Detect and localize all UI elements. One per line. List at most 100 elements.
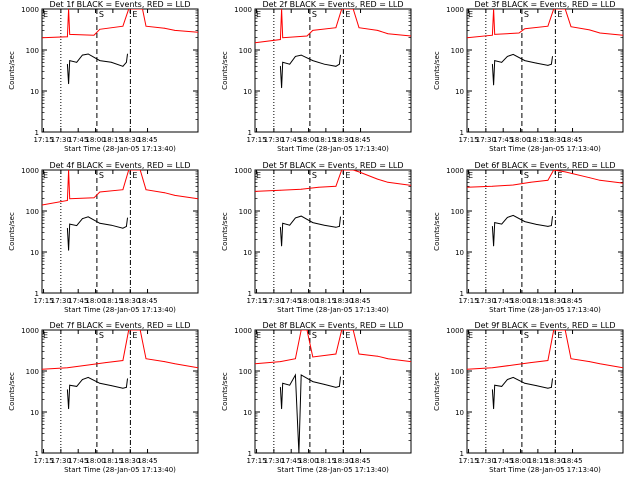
y-axis-label: Counts/sec [221,372,229,411]
events-point [512,215,514,216]
events-point [552,215,553,217]
y-tick-label: 10 [30,249,39,257]
lld-point [524,28,526,30]
events-point [122,387,124,389]
y-tick-label: 1 [460,129,464,137]
series-events-line [491,376,553,409]
events-point [82,54,83,56]
series-lld-line [42,9,198,39]
lld-point [164,27,165,29]
events-point [501,223,503,225]
lld-point [492,367,493,369]
events-point [280,386,281,388]
lld-point [99,28,101,30]
events-point [110,385,112,387]
y-tick-label: 1 [460,290,464,298]
lld-point [518,32,520,34]
events-point [99,222,101,224]
lld-point [570,26,572,28]
x-tick-label: 18:45 [137,136,157,144]
y-tick-label: 1000 [21,6,39,14]
marker-label: E [132,171,137,180]
x-tick-label: 18:30 [120,297,140,305]
series-lld-line [42,170,198,206]
series-lld-line [467,170,623,188]
marker-label: E [132,10,137,19]
lld-point [358,27,360,29]
series-group [42,330,198,410]
lld-point [387,33,389,35]
lld-point [164,192,165,194]
events-point [125,61,127,63]
x-tick-label: 18:45 [562,457,582,465]
x-tick-label: 18:45 [350,297,370,305]
x-tick-label: 18:30 [545,457,565,465]
lld-point [622,182,623,184]
x-tick-label: 17:15 [33,136,53,144]
series-events-line [66,376,128,409]
panel-8: Det 8f BLACK = Events, RED = LLD 1 10 100 10… [221,321,412,474]
marker-label: S [524,10,529,19]
lld-point [145,25,147,27]
y-tick-label: 100 [26,208,39,216]
events-point [298,452,300,453]
lld-point [589,29,590,31]
lld-point [318,186,319,188]
marker-label: E [256,10,261,19]
lld-point [139,330,141,331]
lld-point [467,368,468,370]
events-point [547,65,549,66]
panel-title: Det 4f BLACK = Events, RED = LLD [49,161,190,170]
y-tick-label: 100 [239,47,252,55]
lld-point [67,200,68,201]
events-point [282,61,284,63]
events-point [507,55,508,57]
x-tick-label: 18:00 [298,297,318,305]
y-tick-label: 1 [35,129,39,137]
panel-title: Det 5f BLACK = Events, RED = LLD [262,161,403,170]
lld-point [335,185,337,187]
series-events-line [491,214,553,247]
x-axis-label: Start Time (28-Jan-05 17:13:40) [489,466,601,474]
events-point [127,217,128,219]
y-tick-label: 1 [460,450,464,458]
events-point [340,376,341,378]
marker-label: E [132,331,137,340]
lld-point [547,360,549,361]
events-point [524,382,526,384]
lld-point [377,355,378,357]
y-tick-label: 1000 [234,6,252,14]
x-tick-label: 18:45 [350,136,370,144]
x-tick-label: 18:30 [120,136,140,144]
lld-point [622,34,623,36]
series-group [255,9,411,89]
x-tick-label: 17:15 [458,297,478,305]
lld-point [492,34,493,36]
events-point [68,408,69,410]
lld-point [352,9,354,10]
events-point [99,60,101,62]
lld-point [282,37,284,39]
events-point [82,379,83,380]
lld-point [300,330,302,331]
events-point [122,65,124,67]
lld-point [99,191,101,193]
lld-point [42,204,43,206]
x-tick-label: 18:00 [510,457,530,465]
plot-frame [466,329,624,454]
events-point [312,381,314,383]
marker-label: E [43,171,48,180]
x-tick-label: 17:45 [68,136,88,144]
marker-label: E [468,10,473,19]
lld-point [553,330,555,331]
lld-point [93,34,95,36]
lld-point [255,363,256,365]
plot-frame [466,169,624,294]
events-point [535,385,537,387]
x-tick-label: 17:15 [458,457,478,465]
events-point [125,386,127,388]
events-point [69,223,71,225]
lld-point [599,179,601,181]
marker-label: E [468,171,473,180]
series-group [255,330,411,453]
